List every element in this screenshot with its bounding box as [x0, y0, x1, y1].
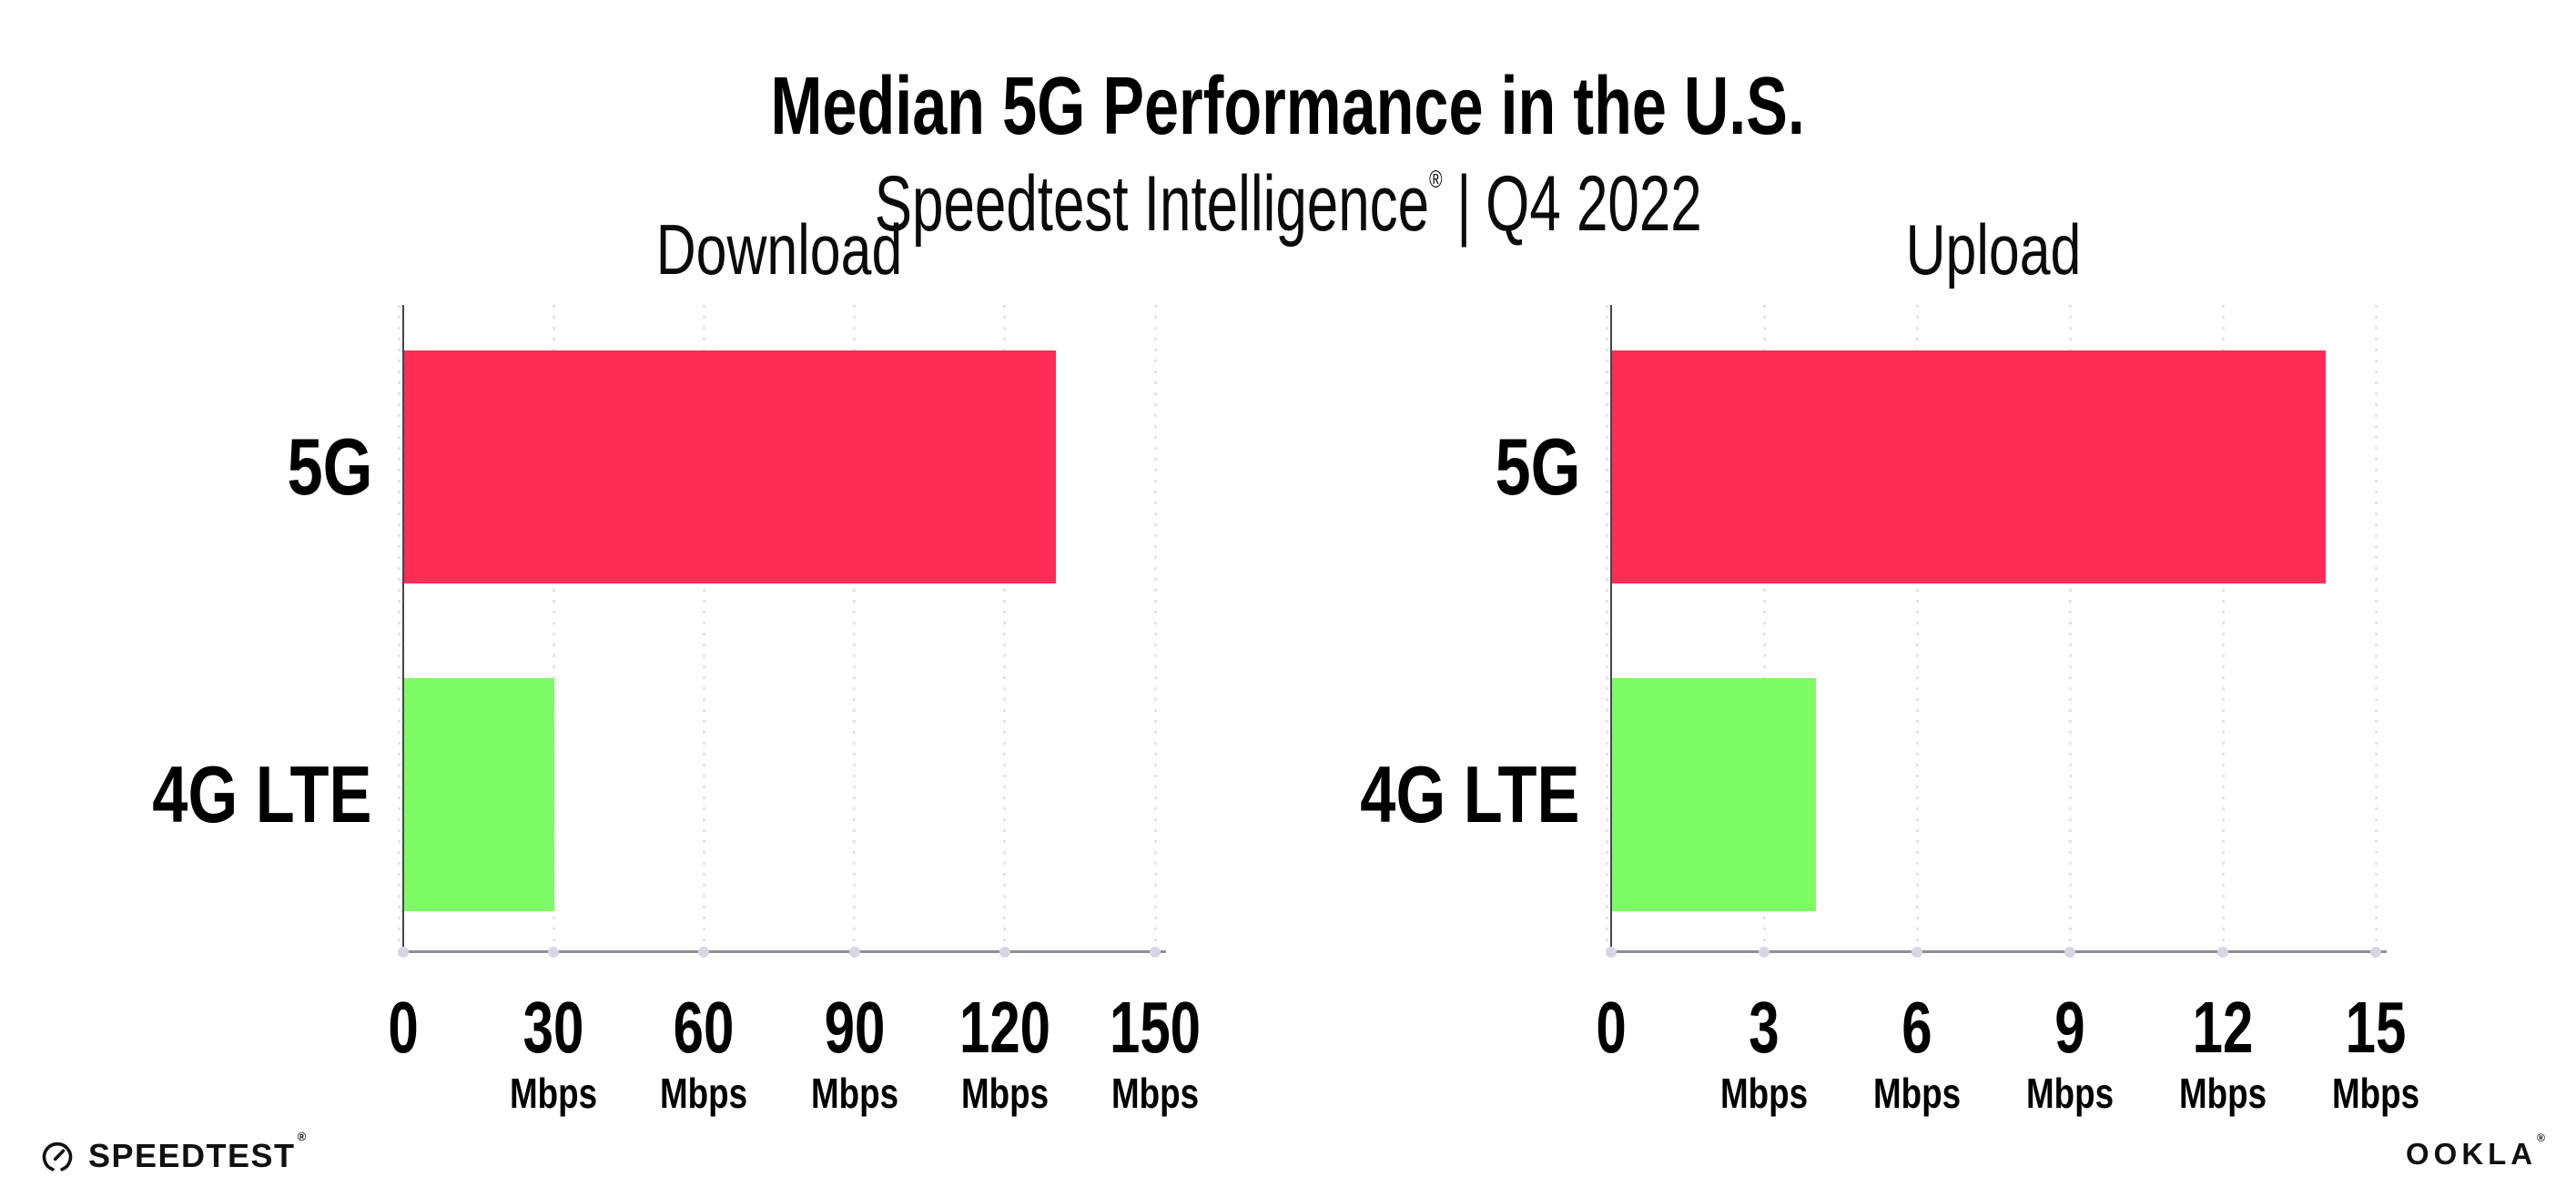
- gridline: [702, 305, 705, 951]
- axis-tick-dot: [999, 947, 1010, 958]
- x-tick-label: 15 Mbps: [2321, 987, 2430, 1117]
- ookla-logo: OOKLA®: [2405, 1131, 2545, 1172]
- x-tick-unit: Mbps: [1111, 1070, 1200, 1117]
- gridline: [2068, 305, 2072, 951]
- upload-chart-title: Upload: [1905, 209, 2082, 289]
- gridline: [2221, 305, 2225, 951]
- x-tick-unit: Mbps: [1719, 1070, 1809, 1117]
- axis-tick-dot: [2064, 947, 2075, 958]
- gridline: [1003, 305, 1007, 951]
- x-tick-value: 60: [674, 987, 735, 1068]
- axis-tick-dot: [2370, 947, 2381, 958]
- y-axis-line: [398, 305, 404, 951]
- x-tick-value: 0: [1596, 987, 1627, 1068]
- gridline: [1915, 305, 1919, 951]
- x-tick-unit: Mbps: [2025, 1070, 2115, 1117]
- x-tick-value: 150: [1109, 987, 1202, 1068]
- x-tick-unit: Mbps: [960, 1070, 1049, 1117]
- page-subtitle: Speedtest Intelligence® | Q4 2022: [0, 163, 2576, 245]
- subtitle-brand: Speedtest Intelligence: [874, 160, 1429, 249]
- x-tick-value: 9: [2054, 987, 2085, 1068]
- upload-x-axis-labels: 0 3 Mbps 6 Mbps 9 Mbps 12 Mbps 15 Mbps: [1596, 987, 2419, 1146]
- speedtest-logo: SPEEDTEST®: [40, 1130, 308, 1175]
- x-tick-unit: Mbps: [660, 1070, 748, 1117]
- upload-y-axis-labels: 5G 4G LTE: [1220, 305, 1611, 951]
- x-tick-label: 3 Mbps: [1709, 987, 1819, 1117]
- axis-tick-dot: [698, 947, 710, 958]
- axis-tick-dot: [1759, 947, 1770, 958]
- download-x-axis-labels: 0 30 Mbps 60 Mbps 90 Mbps 120 Mbps 150 Mbps: [388, 987, 1201, 1146]
- speedtest-registered-mark: ®: [297, 1130, 308, 1143]
- upload-chart: Upload 5G 4G LTE 0 3 Mbps 6 Mbps 9 Mbps 12 Mbps 15…: [1361, 214, 2419, 1114]
- axis-tick-dot: [848, 947, 860, 958]
- x-tick-value: 15: [2345, 987, 2407, 1068]
- x-tick-value: 3: [1749, 987, 1780, 1068]
- x-tick-label: 60 Mbps: [649, 987, 758, 1117]
- bar-5g: [404, 350, 1056, 583]
- gridline: [853, 305, 857, 951]
- page-title-text: Median 5G Performance in the U.S.: [770, 61, 1806, 153]
- x-tick-unit: Mbps: [2331, 1070, 2420, 1117]
- x-tick-value: 0: [388, 987, 419, 1068]
- x-tick-value: 90: [824, 987, 885, 1068]
- x-tick-label: 30 Mbps: [499, 987, 608, 1117]
- subtitle-period: Q4 2022: [1485, 160, 1702, 249]
- upload-plot-area: [1606, 305, 2387, 958]
- download-y-axis-labels: 5G 4G LTE: [12, 305, 403, 951]
- x-axis-line: [1607, 950, 2387, 953]
- subtitle-separator: |: [1456, 160, 1472, 249]
- x-tick-unit: Mbps: [2178, 1070, 2267, 1117]
- x-tick-label: 9 Mbps: [2015, 987, 2125, 1117]
- x-tick-label: 0: [383, 991, 424, 1064]
- x-tick-unit: Mbps: [810, 1070, 898, 1117]
- ookla-registered-mark: ®: [2537, 1131, 2545, 1144]
- registered-mark: ®: [1428, 166, 1443, 194]
- axis-tick-dot: [1150, 947, 1161, 958]
- category-label-5g: 5G: [1495, 421, 1580, 512]
- download-chart: Download 5G 4G LTE 0 30 Mbps 60 Mbps 90 Mbps 120…: [153, 214, 1201, 1114]
- x-tick-label: 90 Mbps: [800, 987, 909, 1117]
- x-tick-unit: Mbps: [510, 1070, 598, 1117]
- category-label-4g-lte: 4G LTE: [1360, 749, 1580, 839]
- axis-tick-dot: [398, 947, 409, 958]
- x-tick-label: 0: [1591, 991, 1632, 1064]
- x-tick-value: 30: [522, 987, 584, 1068]
- category-label-5g: 5G: [287, 421, 372, 512]
- speedtest-gauge-icon: [42, 1141, 73, 1172]
- bar-5g: [1612, 350, 2326, 583]
- page-title: Median 5G Performance in the U.S.: [0, 64, 2576, 150]
- x-tick-value: 12: [2192, 987, 2254, 1068]
- x-tick-value: 6: [1902, 987, 1932, 1068]
- x-tick-label: 150 Mbps: [1094, 987, 1215, 1117]
- x-tick-label: 6 Mbps: [1862, 987, 1972, 1117]
- gridline: [1762, 305, 1766, 951]
- x-axis-line: [399, 950, 1166, 953]
- category-label-4g-lte: 4G LTE: [152, 749, 372, 839]
- download-chart-title: Download: [655, 209, 903, 289]
- x-tick-label: 120 Mbps: [944, 987, 1065, 1117]
- x-tick-label: 12 Mbps: [2168, 987, 2277, 1117]
- x-tick-unit: Mbps: [1872, 1070, 1962, 1117]
- axis-tick-dot: [2217, 947, 2228, 958]
- ookla-wordmark: OOKLA: [2405, 1137, 2538, 1171]
- speedtest-wordmark: SPEEDTEST®: [88, 1130, 308, 1174]
- axis-tick-dot: [1606, 947, 1617, 958]
- y-axis-line: [1606, 305, 1612, 951]
- gridline: [1153, 305, 1157, 951]
- axis-tick-dot: [1912, 947, 1922, 958]
- x-tick-value: 120: [958, 987, 1050, 1068]
- gridline: [552, 305, 555, 951]
- bar-4g-lte: [1612, 678, 1816, 911]
- bar-4g-lte: [404, 678, 555, 911]
- axis-tick-dot: [548, 947, 560, 958]
- download-plot-area: [398, 305, 1166, 958]
- gridline: [2374, 305, 2378, 951]
